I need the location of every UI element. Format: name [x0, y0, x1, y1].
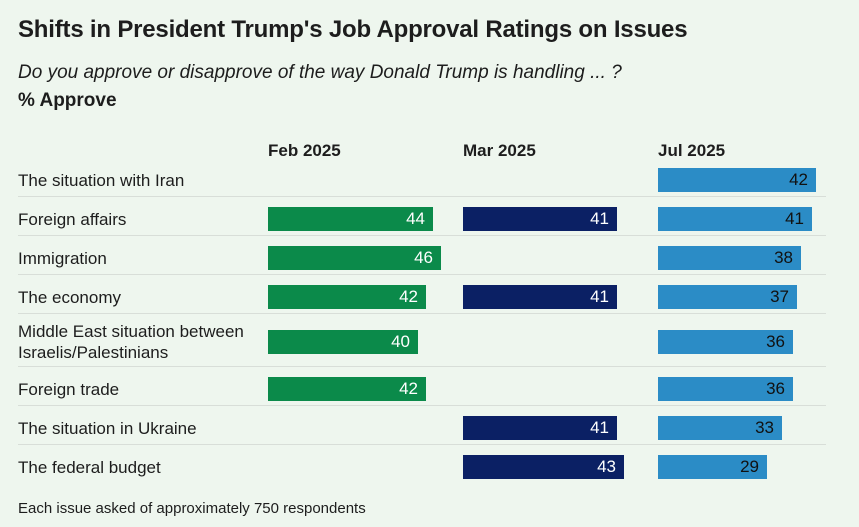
chart-title: Shifts in President Trump's Job Approval… [18, 16, 688, 43]
chart-row: The situation in Ukraine 41 33 [18, 411, 826, 445]
bar-jul: 37 [658, 285, 797, 309]
column-header-feb-2025: Feb 2025 [268, 141, 341, 160]
bar-feb: 42 [268, 377, 426, 401]
chart-subtitle: Do you approve or disapprove of the way … [18, 62, 622, 83]
category-label: The situation with Iran [18, 170, 185, 190]
chart-row: The situation with Iran 42 [18, 163, 826, 197]
chart-row: Immigration 46 38 [18, 241, 826, 275]
chart-row: The economy 42 41 37 [18, 280, 826, 314]
category-label: Middle East situation between Israelis/P… [18, 322, 244, 362]
bar-mar: 41 [463, 207, 617, 231]
category-label: The situation in Ukraine [18, 418, 197, 438]
bar-jul: 36 [658, 377, 793, 401]
row-divider [18, 235, 826, 236]
row-divider [18, 274, 826, 275]
bar-feb: 40 [268, 330, 418, 354]
row-divider [18, 313, 826, 314]
chart-row: Middle East situation between Israelis/P… [18, 317, 826, 367]
row-divider [18, 405, 826, 406]
bar-mar: 43 [463, 455, 624, 479]
bar-mar: 41 [463, 416, 617, 440]
row-divider [18, 196, 826, 197]
row-divider [18, 444, 826, 445]
chart-row: The federal budget 43 29 [18, 450, 826, 484]
row-divider [18, 366, 826, 367]
bar-jul: 33 [658, 416, 782, 440]
bar-jul: 29 [658, 455, 767, 479]
footnote: Each issue asked of approximately 750 re… [18, 500, 366, 517]
category-label: Foreign trade [18, 379, 120, 399]
bar-feb: 42 [268, 285, 426, 309]
chart-row: Foreign affairs 44 41 41 [18, 202, 826, 236]
category-label: The federal budget [18, 457, 161, 477]
bar-jul: 38 [658, 246, 801, 270]
bar-feb: 44 [268, 207, 433, 231]
unit-label: % Approve [18, 90, 117, 111]
column-header-mar-2025: Mar 2025 [463, 141, 536, 160]
category-label: Immigration [18, 248, 107, 268]
category-label: Foreign affairs [18, 209, 127, 229]
category-label: The economy [18, 287, 121, 307]
column-header-jul-2025: Jul 2025 [658, 141, 726, 160]
bar-jul: 36 [658, 330, 793, 354]
bar-jul: 42 [658, 168, 816, 192]
chart-row: Foreign trade 42 36 [18, 372, 826, 406]
bar-feb: 46 [268, 246, 441, 270]
bar-jul: 41 [658, 207, 812, 231]
bar-mar: 41 [463, 285, 617, 309]
